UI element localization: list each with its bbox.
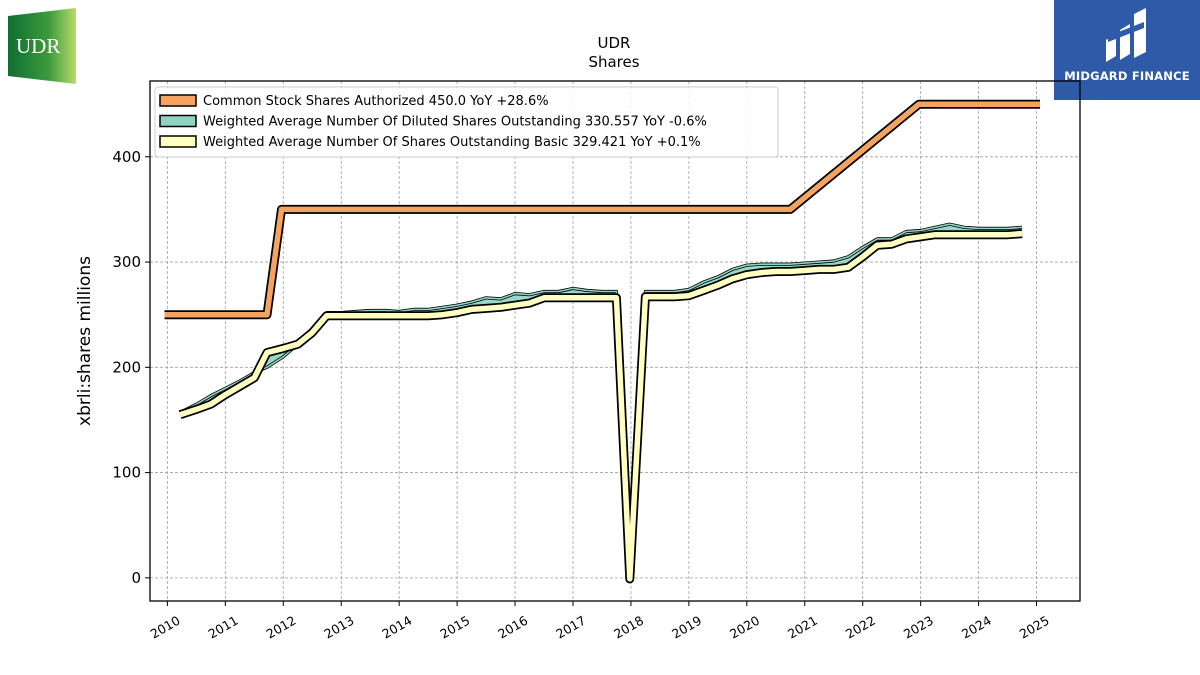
legend-label: Weighted Average Number Of Shares Outsta… — [203, 135, 701, 150]
x-tick-label: 2016 — [495, 613, 530, 642]
legend-label: Weighted Average Number Of Diluted Share… — [203, 115, 707, 130]
x-tick-label: 2014 — [379, 613, 414, 642]
legend-swatch — [159, 114, 197, 128]
x-tick-label: 2022 — [843, 613, 878, 642]
x-tick-label: 2025 — [1017, 613, 1052, 642]
legend-label: Common Stock Shares Authorized 450.0 YoY… — [203, 94, 549, 109]
y-tick-label: 400 — [112, 148, 141, 166]
legend: Common Stock Shares Authorized 450.0 YoY… — [154, 86, 779, 158]
x-tick-label: 2024 — [959, 613, 994, 642]
x-tick-label: 2019 — [669, 613, 704, 642]
plot-frame — [149, 80, 1081, 602]
x-tick-label: 2023 — [901, 613, 936, 642]
series-line-2 — [179, 230, 1023, 582]
series-line-outline-2 — [178, 229, 1023, 584]
series-fill-area — [180, 224, 1023, 579]
x-tick-label: 2021 — [785, 613, 820, 642]
legend-swatch — [159, 94, 197, 107]
midgard-finance-logo: MIDGARD FINANCE — [1054, 0, 1200, 100]
x-tick-label: 2015 — [437, 613, 472, 642]
x-tick-label: 2018 — [611, 613, 646, 642]
x-tick-label: 2010 — [148, 613, 183, 642]
series-lines — [164, 99, 1040, 584]
x-tick-label: 2011 — [206, 613, 241, 642]
y-tick-label: 200 — [112, 358, 141, 376]
chart-subtitle: Shares — [588, 53, 639, 71]
legend-swatch — [159, 135, 197, 148]
y-tick-label: 100 — [112, 464, 141, 482]
y-tick-label: 0 — [131, 569, 141, 587]
x-axis: 2010 2011 2012 2013 2014 2015 2016 2017 2018 2019… — [148, 601, 1052, 642]
y-tick-label: 300 — [112, 253, 141, 271]
legend-box — [154, 86, 779, 158]
watermark-text: MIDGARD FINANCE — [1064, 69, 1190, 83]
udr-logo: UDR — [8, 8, 76, 84]
x-tick-label: 2020 — [727, 613, 762, 642]
y-axis-label: xbrli:shares millions — [75, 256, 95, 426]
chart-title: UDR — [598, 34, 631, 52]
x-tick-label: 2017 — [553, 613, 588, 642]
series-line-outline-1 — [179, 222, 1023, 580]
midgard-emblem-icon — [1106, 8, 1146, 62]
grid-lines — [150, 81, 1080, 601]
x-tick-label: 2012 — [263, 613, 298, 642]
series-line-1 — [179, 223, 1023, 579]
x-tick-label: 2013 — [321, 613, 356, 642]
udr-logo-text: UDR — [16, 34, 60, 58]
y-axis: 0 100 200 300 400 — [112, 148, 150, 587]
series-line-0 — [164, 101, 1040, 318]
